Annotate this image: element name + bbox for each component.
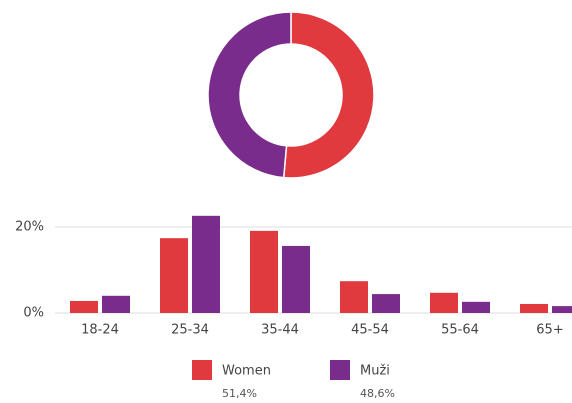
bar (430, 292, 458, 313)
bar (102, 295, 130, 313)
bar (462, 301, 490, 313)
legend-share: 48,6% (360, 387, 395, 400)
bar (340, 281, 368, 313)
x-tick-label: 18-24 (81, 323, 119, 338)
bar (192, 215, 220, 313)
legend-share: 51,4% (222, 387, 257, 400)
x-tick-label: 65+ (536, 323, 563, 338)
legend-swatch (330, 360, 350, 380)
legend-label: Women (222, 364, 271, 379)
bar (70, 300, 98, 313)
x-tick-label: 45-54 (351, 323, 389, 338)
donut-slice (207, 11, 292, 179)
donut-slice (282, 11, 375, 179)
x-tick-label: 25-34 (171, 323, 209, 338)
legend-swatch (192, 360, 212, 380)
bar (282, 245, 310, 313)
legend-label: Muži (360, 364, 390, 379)
bar (372, 294, 400, 313)
x-tick-label: 55-64 (441, 323, 479, 338)
bar (520, 303, 548, 313)
bar (552, 306, 572, 313)
y-tick-label: 0% (23, 306, 44, 321)
bar (160, 238, 188, 313)
x-tick-label: 35-44 (261, 323, 299, 338)
y-tick-label: 20% (15, 220, 44, 235)
bar (250, 230, 278, 313)
